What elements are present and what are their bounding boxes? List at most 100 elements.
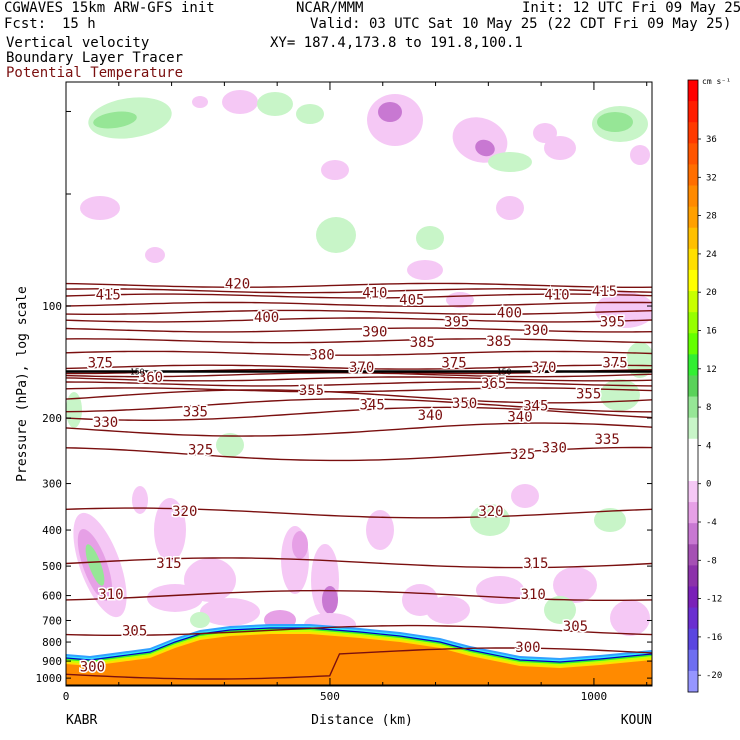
velocity-blob [321,160,349,180]
y-tick-label: 500 [42,560,62,573]
theta-contour [66,381,652,387]
theta-contour [66,309,652,315]
colorbar-swatch [688,649,698,672]
theta-label: 410 [362,286,387,302]
velocity-blob [80,196,120,220]
y-axis: 100 200 300 400 500 600 700 800 900 1000 [36,110,652,685]
colorbar-label: 4 [706,441,711,451]
velocity-blob [600,379,640,411]
cross-section-endpoints: XY= 187.4,173.8 to 191.8,100.1 [270,35,523,51]
theta-label: 340 [418,408,443,424]
y-tick-label: 400 [42,524,62,537]
theta-label: 320 [478,504,503,520]
velocity-blob [426,596,470,624]
x-axis: 0 500 1000 [63,82,648,703]
field-vertical-velocity: Vertical velocity [6,35,150,51]
colorbar-label: 24 [706,250,717,260]
theta-label: 325 [510,447,535,463]
colorbar-swatch [688,122,698,144]
colorbar-swatch [688,417,698,440]
theta-label: 355 [299,383,324,399]
velocity-blob [630,145,650,165]
colorbar-swatch [688,628,698,651]
colorbar-swatch [688,607,698,630]
theta-label: 335 [183,404,208,420]
colorbar-label: -16 [706,633,722,643]
velocity-blob [200,598,260,626]
plot-frame [65,81,653,687]
velocity-blob [488,152,532,172]
colorbar-swatch [688,80,698,102]
theta-contour [66,406,652,421]
colorbar-label: 8 [706,403,711,413]
velocity-blob [66,392,82,428]
velocity-blob [292,531,308,559]
theta-contour [66,282,652,288]
velocity-blob [154,498,186,562]
x-tick-label: 500 [320,690,340,703]
theta-contour [66,398,652,413]
velocity-blob [496,196,524,220]
theta-label: 325 [188,443,213,459]
velocity-blob [222,90,258,114]
velocity-blob [595,292,652,328]
colorbar-swatch [688,206,698,229]
colorbar-swatch [688,248,698,271]
theta-contour [66,389,652,404]
colorbar-swatch [688,101,698,123]
velocity-blob [132,486,148,514]
theta-label: 370 [531,360,556,376]
forecast-hour: 15 h [62,16,96,32]
colorbar-swatch [688,459,698,482]
field-boundary-layer-tracer: Boundary Layer Tracer [6,50,184,66]
theta-label: 330 [93,415,118,431]
theta-contour [66,350,652,356]
colorbar-swatch [688,565,698,587]
theta-contour [66,557,652,569]
colorbar-swatch [688,164,698,186]
theta-contour [66,507,652,519]
colorbar-swatch [688,333,698,355]
theta-label: 400 [497,305,522,321]
colorbar-label: -4 [706,518,717,528]
theta-label: 310 [521,587,546,603]
velocity-blob [533,123,557,143]
velocity-shading [66,90,652,637]
theta-label: 305 [122,624,147,640]
tropopause-label: 150 [497,368,512,377]
theta-label: 385 [410,335,435,351]
theta-contour [66,387,652,393]
init-time: Init: 12 UTC Fri 09 May 25 [522,0,740,16]
theta-label: 400 [254,310,279,326]
colorbar-label: 28 [706,212,717,222]
velocity-blob [85,544,105,586]
theta-contour [66,647,652,680]
velocity-blob [257,92,293,116]
theta-label: 320 [172,504,197,520]
velocity-blob [626,342,652,378]
theta-contours [66,282,652,680]
theta-label: 390 [362,324,387,340]
theta-contour [66,317,652,323]
theta-label: 355 [576,387,601,403]
colorbar-swatch [688,375,698,397]
colorbar-label: 0 [706,480,711,490]
velocity-blob [470,504,510,536]
velocity-blob [147,584,203,612]
colorbar-swatch [688,143,698,165]
y-tick-label: 900 [42,655,62,668]
theta-label: 300 [515,640,540,656]
x-axis-title: Distance (km) [311,713,413,728]
y-tick-label: 600 [42,590,62,603]
theta-label: 390 [523,323,548,339]
colorbar-swatch [688,291,698,313]
velocity-blob [544,136,576,160]
velocity-blob [190,612,210,628]
theta-contour [66,589,652,601]
colorbar-swatch [688,227,698,250]
theta-contour [66,327,652,333]
y-tick-label: 100 [42,300,62,313]
velocity-blob [407,260,443,280]
theta-label: 375 [602,356,627,372]
